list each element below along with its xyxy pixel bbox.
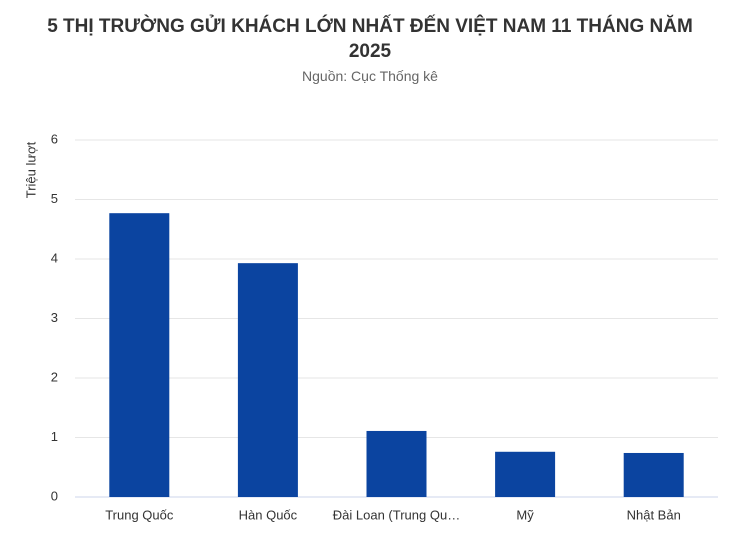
y-tick-label: 2 [51, 369, 58, 384]
bar [237, 263, 298, 497]
y-axis-label: Triệu lượt [23, 141, 38, 198]
y-tick-label: 3 [51, 310, 58, 325]
y-tick-label: 0 [51, 488, 58, 503]
x-tick-label: Nhật Bản [627, 507, 681, 522]
bar [109, 213, 170, 497]
x-tick-label: Mỹ [516, 507, 534, 522]
y-tick-label: 1 [51, 429, 58, 444]
y-tick-label: 6 [51, 131, 58, 146]
x-tick-label: Đài Loan (Trung Qu… [333, 507, 460, 522]
chart-subtitle: Nguồn: Cục Thống kê [302, 68, 438, 84]
x-tick-label: Hàn Quốc [239, 507, 298, 522]
bar [495, 451, 556, 497]
chart-title: 5 THỊ TRƯỜNG GỬI KHÁCH LỚN NHẤT ĐẾN VIỆT… [47, 16, 693, 62]
y-tick-label: 5 [51, 191, 58, 206]
bar [366, 430, 427, 497]
bar [623, 452, 684, 497]
x-tick-label: Trung Quốc [105, 507, 174, 522]
y-tick-label: 4 [51, 250, 58, 265]
